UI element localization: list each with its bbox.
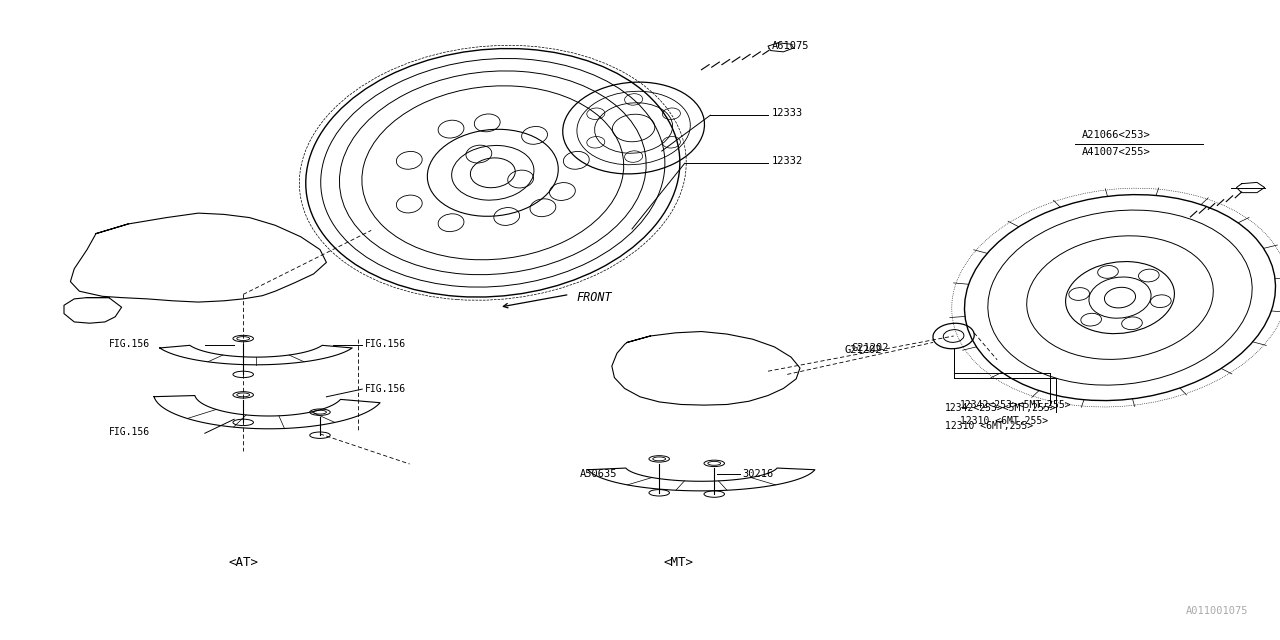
Text: A50635: A50635 [580,468,617,479]
Text: 12332: 12332 [772,156,803,166]
Text: FIG.156: FIG.156 [109,339,150,349]
Text: <AT>: <AT> [228,556,259,570]
Text: 30216: 30216 [742,468,773,479]
Text: FRONT: FRONT [576,291,612,304]
Polygon shape [588,468,815,491]
Text: A011001075: A011001075 [1185,605,1248,616]
Text: FIG.156: FIG.156 [365,339,406,349]
Text: 12342<253><5MT,255>: 12342<253><5MT,255> [960,401,1071,410]
Text: A21066<253>: A21066<253> [1082,130,1151,140]
Text: A41007<255>: A41007<255> [1082,147,1151,157]
Polygon shape [154,396,380,429]
Polygon shape [768,43,794,52]
Text: G21202: G21202 [851,343,888,353]
Text: 12310 <6MT,255>: 12310 <6MT,255> [945,421,1033,431]
Text: <MT>: <MT> [663,556,694,570]
Text: FIG.156: FIG.156 [109,428,150,437]
Text: 12333: 12333 [772,108,803,118]
Text: FIG.156: FIG.156 [365,384,406,394]
Polygon shape [160,346,352,365]
Text: A61075: A61075 [772,41,809,51]
Text: 12310 <6MT,255>: 12310 <6MT,255> [960,417,1048,426]
Text: G21202: G21202 [845,346,882,355]
Text: 12342<253><5MT,255>: 12342<253><5MT,255> [945,403,1056,413]
